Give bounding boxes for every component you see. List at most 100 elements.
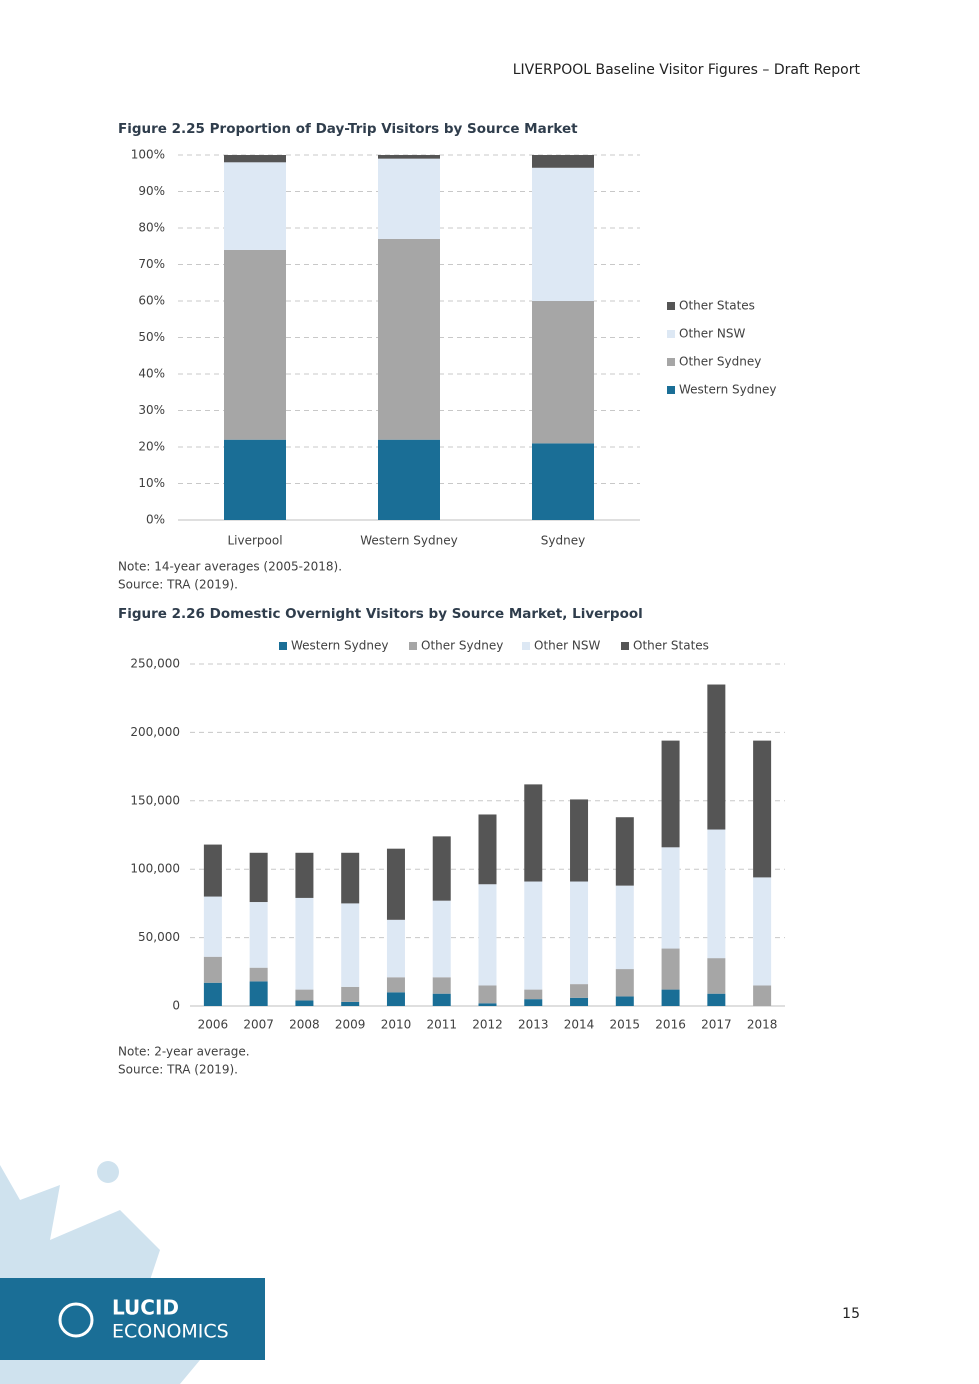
x-tick-label: 2011 xyxy=(426,1018,457,1032)
y-tick-label: 0% xyxy=(146,513,165,527)
bar-segment xyxy=(224,439,286,520)
legend-label: Other NSW xyxy=(679,327,745,341)
bar-segment xyxy=(386,919,405,978)
bar-segment xyxy=(478,814,497,885)
x-tick-label: 2018 xyxy=(747,1018,778,1032)
bar-segment xyxy=(432,900,451,978)
y-tick-label: 30% xyxy=(138,403,165,417)
bar-segment xyxy=(532,443,594,520)
logo-text: ECONOMICS xyxy=(112,1321,229,1343)
x-tick-label: Western Sydney xyxy=(360,534,457,548)
bar-segment xyxy=(341,903,360,987)
figure-title: Figure 2.26 Domestic Overnight Visitors … xyxy=(118,606,643,622)
y-tick-label: 10% xyxy=(138,476,165,490)
y-tick-label: 50,000 xyxy=(138,930,180,944)
y-tick-label: 100,000 xyxy=(130,862,180,876)
x-tick-label: Sydney xyxy=(541,534,585,548)
y-tick-label: 0 xyxy=(172,999,180,1013)
header: LIVERPOOL Baseline Visitor Figures – Dra… xyxy=(513,62,861,78)
x-tick-label: 2015 xyxy=(610,1018,641,1032)
bar-segment xyxy=(249,852,268,903)
bar-segment xyxy=(378,238,440,440)
bar-segment xyxy=(532,167,594,301)
x-tick-label: 2007 xyxy=(243,1018,274,1032)
bar-segment xyxy=(386,848,405,920)
bar-segment xyxy=(524,989,543,1000)
figure-title: Figure 2.25 Proportion of Day-Trip Visit… xyxy=(118,121,578,137)
legend-label: Other Sydney xyxy=(421,639,503,653)
source: Source: TRA (2019). xyxy=(118,578,238,592)
bar-segment xyxy=(753,985,772,1006)
bar-segment xyxy=(661,948,680,990)
x-tick-label: 2008 xyxy=(289,1018,320,1032)
x-tick-label: 2010 xyxy=(381,1018,412,1032)
legend-swatch xyxy=(621,642,629,650)
bar-segment xyxy=(707,829,726,959)
bar-segment xyxy=(753,877,772,986)
bar-segment xyxy=(249,981,268,1006)
y-tick-label: 100% xyxy=(131,148,165,162)
legend-swatch xyxy=(409,642,417,650)
y-tick-label: 150,000 xyxy=(130,793,180,807)
legend-label: Other States xyxy=(633,639,709,653)
bar-segment xyxy=(707,684,726,830)
bar-segment xyxy=(295,989,314,1001)
x-tick-label: 2016 xyxy=(655,1018,686,1032)
y-tick-label: 40% xyxy=(138,367,165,381)
bar-segment xyxy=(615,969,634,997)
page-number: 15 xyxy=(842,1306,860,1322)
bar-segment xyxy=(224,155,286,163)
bar-segment xyxy=(295,852,314,898)
bar-segment xyxy=(707,993,726,1006)
x-tick-label: 2012 xyxy=(472,1018,503,1032)
y-tick-label: 70% xyxy=(138,257,165,271)
bar-segment xyxy=(341,852,360,904)
legend-swatch xyxy=(279,642,287,650)
legend-swatch xyxy=(667,386,675,394)
bar-segment xyxy=(478,884,497,986)
bar-segment xyxy=(524,784,543,882)
y-tick-label: 20% xyxy=(138,440,165,454)
legend-swatch xyxy=(667,358,675,366)
x-tick-label: 2009 xyxy=(335,1018,366,1032)
bar-segment xyxy=(341,1001,360,1006)
bar-segment xyxy=(295,897,314,990)
bar-segment xyxy=(532,301,594,444)
bar-segment xyxy=(615,885,634,970)
source: Source: TRA (2019). xyxy=(118,1063,238,1077)
bar-segment xyxy=(432,977,451,994)
y-tick-label: 60% xyxy=(138,294,165,308)
bar-segment xyxy=(378,439,440,520)
legend-label: Other States xyxy=(679,299,755,313)
x-tick-label: 2017 xyxy=(701,1018,732,1032)
logo-text: LUCID xyxy=(112,1296,179,1320)
bar-segment xyxy=(295,1000,314,1006)
bar-segment xyxy=(570,881,589,985)
bar-segment xyxy=(570,799,589,882)
logo-icon xyxy=(58,1302,94,1338)
legend-label: Western Sydney xyxy=(679,383,776,397)
bar-segment xyxy=(224,249,286,440)
bar-segment xyxy=(570,997,589,1006)
logo-splash xyxy=(0,1161,200,1384)
legend-label: Other NSW xyxy=(534,639,600,653)
bar-segment xyxy=(378,155,440,159)
bar-segment xyxy=(524,999,543,1006)
x-tick-label: 2006 xyxy=(198,1018,229,1032)
logo-box xyxy=(0,1278,265,1360)
x-tick-label: Liverpool xyxy=(227,534,282,548)
y-tick-label: 50% xyxy=(138,330,165,344)
legend-label: Western Sydney xyxy=(291,639,388,653)
bar-segment xyxy=(249,902,268,968)
y-tick-label: 80% xyxy=(138,221,165,235)
bar-segment xyxy=(378,158,440,239)
bar-segment xyxy=(432,993,451,1006)
bar-segment xyxy=(615,817,634,886)
bar-segment xyxy=(524,881,543,990)
bar-segment xyxy=(661,847,680,949)
legend-swatch xyxy=(667,302,675,310)
bar-segment xyxy=(432,836,451,901)
y-tick-label: 90% xyxy=(138,184,165,198)
bar-segment xyxy=(386,977,405,993)
bar-segment xyxy=(224,162,286,250)
